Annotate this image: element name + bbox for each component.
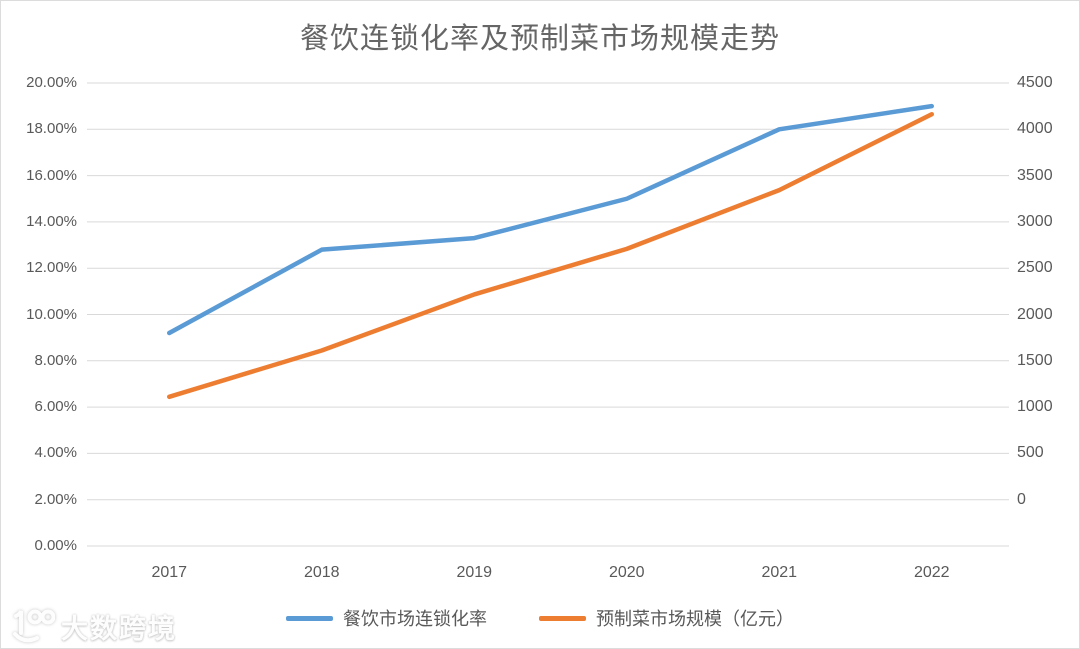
left-axis-tick: 20.00% xyxy=(26,74,77,91)
x-axis-tick: 2022 xyxy=(913,564,950,581)
watermark: 大数跨境 xyxy=(9,606,177,646)
x-axis-tick: 2018 xyxy=(303,564,340,581)
legend-item-chain-rate: 餐饮市场连锁化率 xyxy=(286,605,487,631)
right-axis-tick: 4000 xyxy=(1017,120,1053,138)
legend-label: 预制菜市场规模（亿元） xyxy=(596,609,794,629)
left-axis-tick: 16.00% xyxy=(26,166,77,184)
series-line-0 xyxy=(167,103,934,336)
legend-label: 餐饮市场连锁化率 xyxy=(343,609,487,629)
right-axis-tick: 1000 xyxy=(1017,398,1053,416)
legend-swatch xyxy=(286,615,333,621)
right-axis-tick: 1500 xyxy=(1017,351,1053,369)
right-axis-tick: 3000 xyxy=(1017,212,1053,230)
left-axis-labels: 20.00% 18.00% 16.00% 14.00% 12.00% 10.00% 8.00… xyxy=(1,1,79,648)
watermark-text: 大数跨境 xyxy=(61,613,177,644)
right-axis-tick: 2500 xyxy=(1017,259,1053,277)
right-axis-tick: 2000 xyxy=(1017,305,1053,323)
left-axis-tick: 8.00% xyxy=(34,351,77,369)
left-axis-tick: 4.00% xyxy=(34,444,77,462)
100-smile-logo-icon xyxy=(13,609,55,643)
right-axis-labels: 4500 4000 3500 3000 2500 2000 1500 1000 500 0 xyxy=(1017,1,1077,648)
left-axis-tick: 14.00% xyxy=(26,212,77,230)
left-axis-tick: 2.00% xyxy=(34,490,77,508)
gridlines xyxy=(87,82,1009,547)
x-axis-tick: 2017 xyxy=(151,564,188,581)
chart-title: 餐饮连锁化率及预制菜市场规模走势 xyxy=(299,21,780,55)
legend-swatch xyxy=(539,615,586,621)
series-line-1 xyxy=(167,112,934,400)
right-axis-tick: 0 xyxy=(1017,490,1026,508)
right-axis-tick: 500 xyxy=(1017,444,1044,462)
x-axis-tick: 2020 xyxy=(608,564,645,581)
x-axis-labels: 2017 2018 2019 2020 2021 2022 xyxy=(1,561,1079,585)
right-axis-tick: 3500 xyxy=(1017,166,1053,184)
left-axis-tick: 12.00% xyxy=(26,259,77,277)
left-axis-tick: 18.00% xyxy=(26,120,77,138)
right-axis-tick: 4500 xyxy=(1017,74,1053,91)
left-axis-tick: 6.00% xyxy=(34,398,77,416)
legend-item-premade-market: 预制菜市场规模（亿元） xyxy=(539,605,794,631)
x-axis-tick: 2019 xyxy=(456,564,493,581)
legend: 餐饮市场连锁化率 预制菜市场规模（亿元） xyxy=(1,605,1079,631)
x-axis-tick: 2021 xyxy=(761,564,798,581)
left-axis-tick: 0.00% xyxy=(34,537,77,554)
left-axis-tick: 10.00% xyxy=(26,305,77,323)
